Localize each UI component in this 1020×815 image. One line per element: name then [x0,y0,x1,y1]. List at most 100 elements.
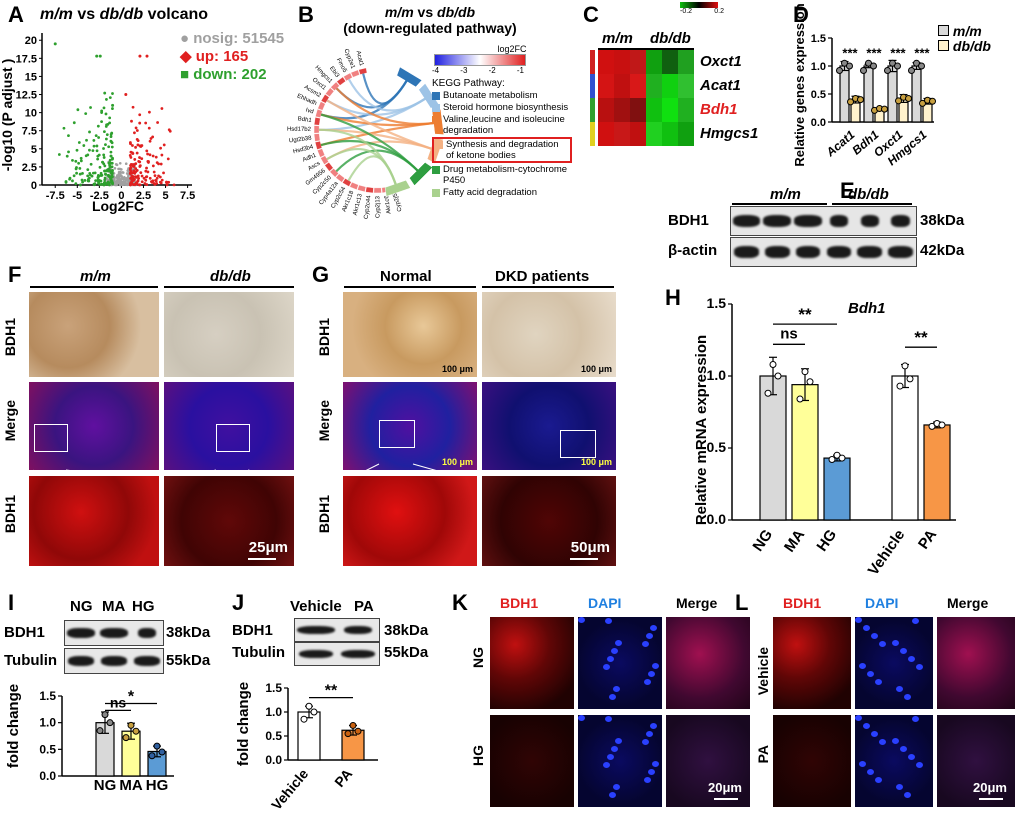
chord-pathway-label: Butanoate metabolism [443,90,538,101]
volcano-point-up [129,163,133,166]
fluo-image [773,617,851,709]
chart-datapoint [846,62,853,70]
chart-datapoint [908,66,915,74]
chart-xlabel: HG [146,777,169,794]
chord-gene-segment [349,182,359,190]
volcano-point-down [105,123,108,127]
j-blot-bdh1 [294,618,380,642]
chart-xlabel: HG [813,527,840,555]
chart-datapoint [881,105,888,113]
volcano-point-up [134,175,138,179]
volcano-point-up [136,139,140,143]
chord-pathway-item: Drug metabolism-cytochrome P450 [432,164,572,186]
volcano-point-down [111,92,114,95]
volcano-point-down [72,121,76,125]
western-band [732,215,761,227]
j-kda-1: 38kDa [384,622,429,639]
e-blot-actin [730,237,917,267]
chart-datapoint [860,66,867,74]
chord-pathway-swatch [432,92,440,100]
volcano-point-up [162,171,165,175]
fluo-col-label: BDH1 [783,595,822,611]
d-legend-mm: m/m [938,24,991,39]
chord-gene-segment [325,87,335,97]
volcano-legend-up: ◆ up: 165 [180,48,249,65]
chart-bar [863,65,874,123]
chart-datapoint [122,734,130,742]
volcano-point-nosig [113,167,117,170]
g-merge-dkd-scale: 100 μm [580,457,612,467]
chart-datapoint [148,752,156,760]
volcano-title-dbdb: db/db [99,6,144,23]
f-row-3: BDH1 [2,495,18,534]
chart-datapoint [895,97,902,105]
heatmap-row-marker [590,122,595,146]
chart-ytick: 1.5 [707,295,727,311]
fluo-image [490,715,574,807]
chart-datapoint [929,97,936,105]
chart-ytick: 0.0 [265,753,282,767]
volcano-point-up [130,119,133,123]
e-group-dbdb: db/db [848,186,889,203]
chart-ytick: 1.5 [39,689,56,703]
volcano-point-down [111,182,114,186]
heatmap-gene-label: Acat1 [700,77,741,94]
volcano-point-down [86,153,90,157]
western-band [137,628,156,638]
volcano-point-up [147,126,151,130]
volcano-point-up [172,183,176,187]
chart-datapoint [101,711,109,719]
chord-gene-segment [313,133,321,142]
volcano-point-down [107,145,111,149]
volcano-point-up [148,153,152,157]
chord-pathway-item: Fatty acid degradation [432,187,572,198]
volcano-point-down [109,150,113,154]
volcano-point-nosig [114,163,118,166]
f-ihc-dbdb [164,292,294,377]
volcano-point-up [132,163,136,166]
f-row-1: BDH1 [2,318,18,357]
volcano-point-down [67,134,70,137]
chart-datapoint [132,727,140,735]
chart-ytick: 0.0 [39,769,56,783]
panel-label-i: I [8,590,15,615]
chord-gene-segment [358,67,368,75]
volcano-point-down [110,141,114,145]
volcano-point-down [103,91,107,95]
heatmap-gene-labels: Oxct1 Acat1 Bdh1 Hmgcs1 [700,50,758,146]
volcano-point-up [129,166,132,170]
chart-bar [887,65,898,123]
heatmap-cell [630,74,646,98]
volcano-point-outlier [111,103,115,107]
chord-legend: log2FC -4 -3 -2 -1 KEGG Pathway: Butanoate … [432,44,572,198]
chart-ytick: 0.0 [707,511,727,527]
volcano-point-down [88,148,91,152]
volcano-point-down [96,157,100,161]
volcano-point-down [104,182,107,186]
chord-gene-label: Hsd3b4 [293,144,315,155]
volcano-ytick: 17.5 [16,53,37,65]
d-sig-stars: *** [890,46,906,61]
volcano-point-up [155,176,159,180]
chord-gene-segment [314,117,321,126]
volcano-point-down [85,138,88,142]
volcano-legend-nosig: ● nosig: 51545 [180,30,285,47]
volcano-title: m/m vs db/db volcano [40,6,208,24]
fluo-image [855,617,933,709]
chord-pathway-label: Valine,leucine and isoleucine degradatio… [443,114,565,136]
heatmap-cell [614,50,630,74]
volcano-point-down [105,98,108,101]
panel-label-d: D [793,2,809,27]
heatmap-cell [614,74,630,98]
volcano-point-up [138,121,142,125]
chart-datapoint [354,727,362,735]
volcano-point-down [76,108,80,112]
volcano-point-up [133,158,137,161]
volcano-point-down [102,183,105,186]
i-lane-ng: NG [70,598,93,615]
volcano-point-down [74,159,78,163]
volcano-ylabel: -log10 (P adjust ) [0,59,15,172]
volcano-ytick: 20 [25,35,37,47]
western-band [734,246,759,258]
volcano-ytick: 12.5 [16,90,37,102]
